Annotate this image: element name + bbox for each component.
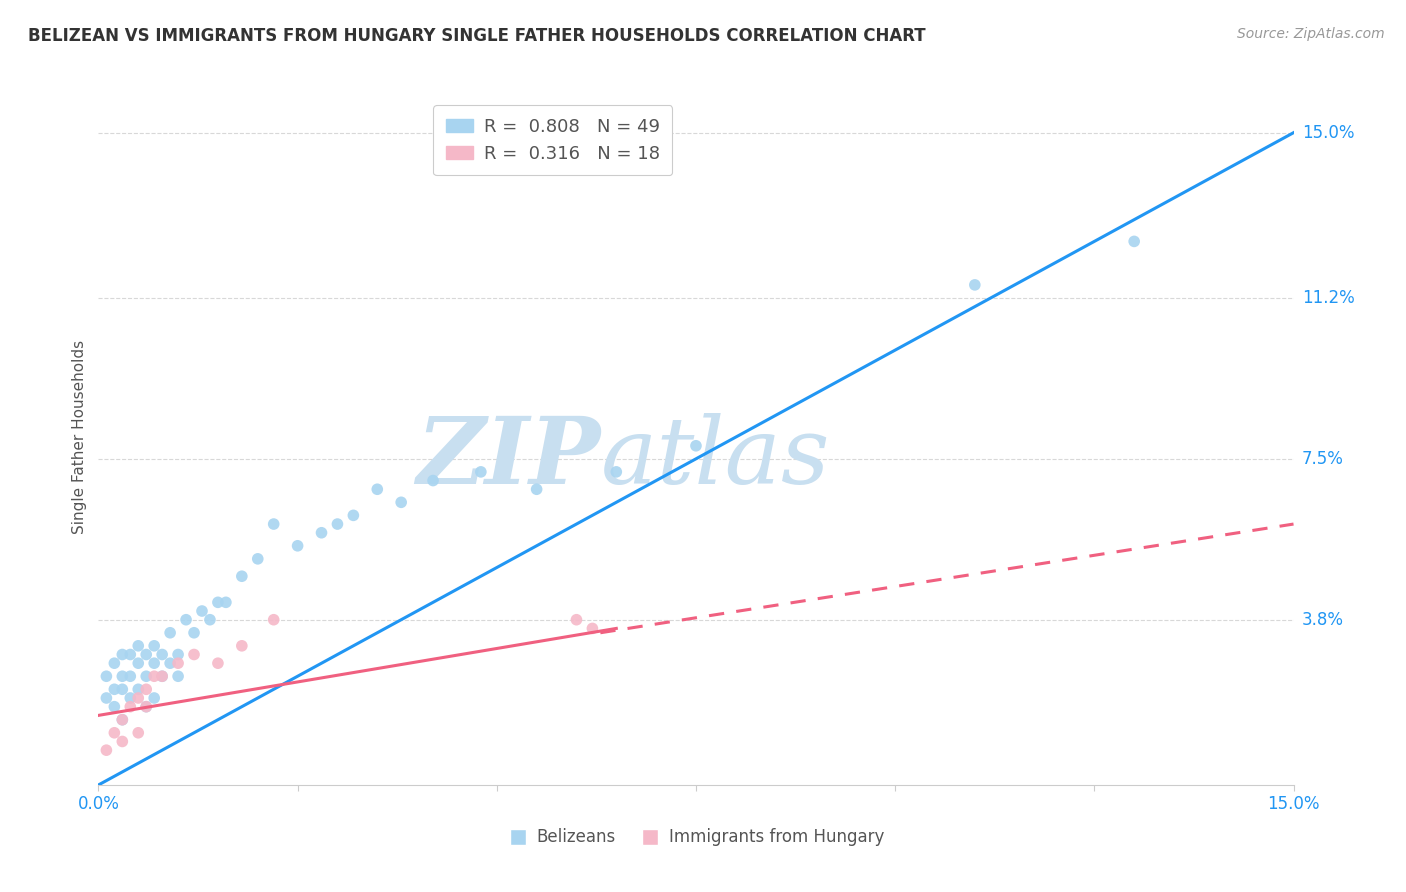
Point <box>135 699 157 714</box>
Point <box>135 699 157 714</box>
Point <box>231 569 253 583</box>
Point <box>127 657 149 671</box>
Point <box>326 516 349 531</box>
Point <box>198 613 221 627</box>
Point <box>135 648 157 662</box>
Point <box>191 604 214 618</box>
Point <box>150 669 173 683</box>
Point <box>215 595 238 609</box>
Point <box>263 613 285 627</box>
Point <box>111 713 134 727</box>
Text: ZIP: ZIP <box>416 413 600 503</box>
Point <box>342 508 364 523</box>
Point <box>167 657 190 671</box>
Point <box>111 713 134 727</box>
Point <box>143 690 166 705</box>
Point <box>183 648 205 662</box>
Point <box>96 690 118 705</box>
Point <box>120 669 142 683</box>
Point <box>111 648 134 662</box>
Point <box>366 482 388 496</box>
Legend: Belizeans, Immigrants from Hungary: Belizeans, Immigrants from Hungary <box>501 822 891 853</box>
Point <box>135 669 157 683</box>
Point <box>159 657 181 671</box>
Point <box>287 539 309 553</box>
Text: BELIZEAN VS IMMIGRANTS FROM HUNGARY SINGLE FATHER HOUSEHOLDS CORRELATION CHART: BELIZEAN VS IMMIGRANTS FROM HUNGARY SING… <box>28 27 925 45</box>
Point <box>135 682 157 697</box>
Point <box>470 465 492 479</box>
Point <box>143 639 166 653</box>
Point <box>103 682 125 697</box>
Point <box>963 277 986 292</box>
Point <box>159 625 181 640</box>
Point <box>150 669 173 683</box>
Point <box>127 690 149 705</box>
Point <box>231 639 253 653</box>
Point <box>103 726 125 740</box>
Text: 11.2%: 11.2% <box>1302 289 1354 307</box>
Point <box>96 669 118 683</box>
Point <box>111 734 134 748</box>
Point <box>685 439 707 453</box>
Point <box>143 657 166 671</box>
Point <box>422 474 444 488</box>
Point <box>111 682 134 697</box>
Point <box>526 482 548 496</box>
Text: 15.0%: 15.0% <box>1302 124 1354 142</box>
Point <box>581 621 603 635</box>
Point <box>120 699 142 714</box>
Point <box>127 726 149 740</box>
Point <box>174 613 197 627</box>
Text: Source: ZipAtlas.com: Source: ZipAtlas.com <box>1237 27 1385 41</box>
Point <box>103 699 125 714</box>
Point <box>565 613 588 627</box>
Point <box>167 669 190 683</box>
Point <box>96 743 118 757</box>
Point <box>605 465 627 479</box>
Point <box>389 495 412 509</box>
Point <box>111 669 134 683</box>
Point <box>120 648 142 662</box>
Point <box>246 551 269 566</box>
Point <box>183 625 205 640</box>
Point <box>263 516 285 531</box>
Text: atlas: atlas <box>600 413 830 503</box>
Point <box>311 525 333 540</box>
Text: 7.5%: 7.5% <box>1302 450 1344 467</box>
Point <box>207 657 229 671</box>
Point <box>150 648 173 662</box>
Point <box>103 657 125 671</box>
Text: 3.8%: 3.8% <box>1302 611 1344 629</box>
Point <box>207 595 229 609</box>
Point <box>120 690 142 705</box>
Point <box>127 639 149 653</box>
Point <box>127 682 149 697</box>
Point <box>143 669 166 683</box>
Point <box>1123 235 1146 249</box>
Y-axis label: Single Father Households: Single Father Households <box>72 340 87 534</box>
Point <box>167 648 190 662</box>
